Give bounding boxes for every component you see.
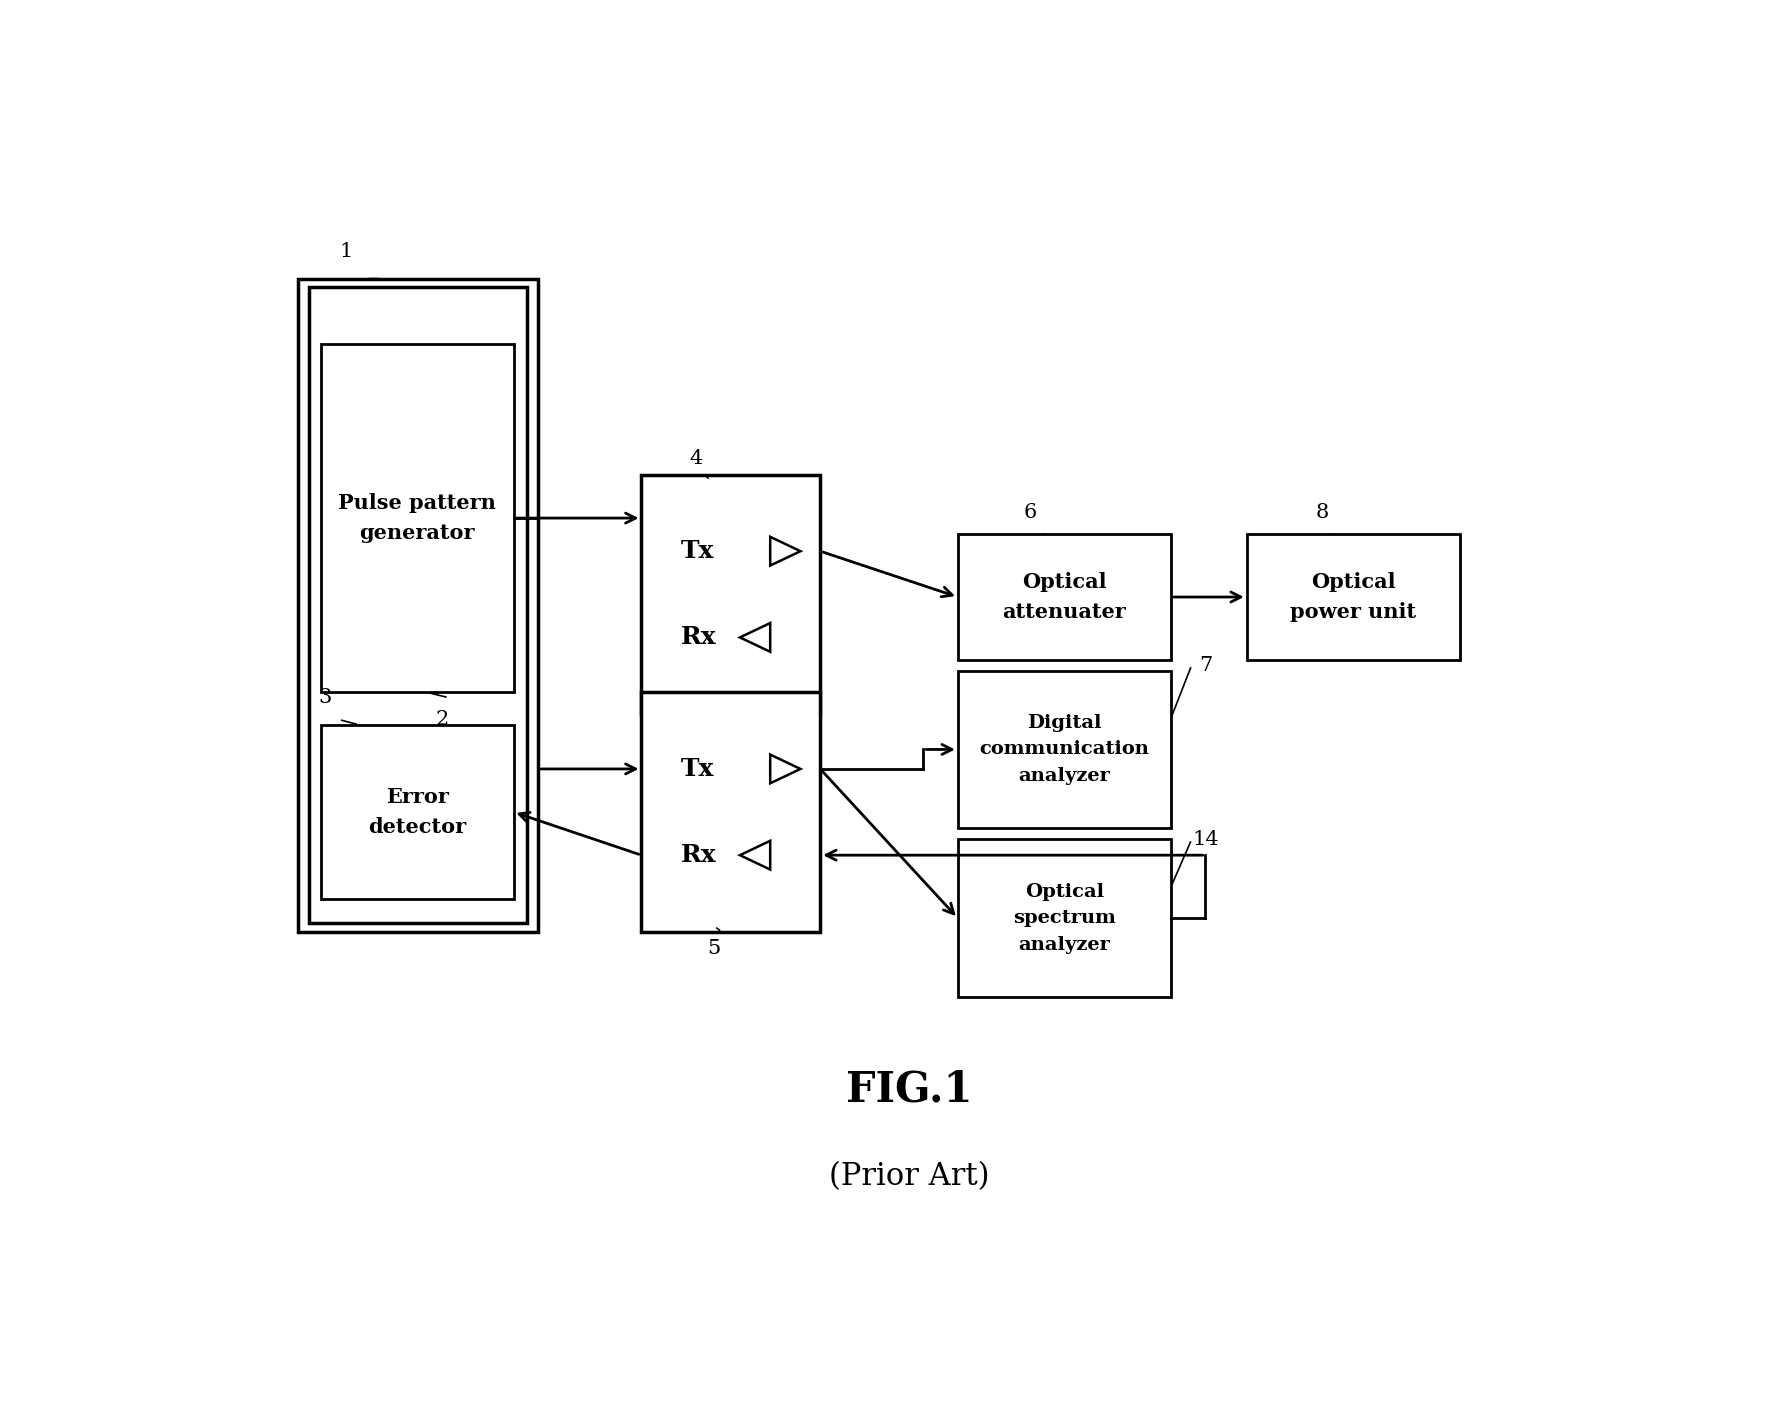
Polygon shape: [770, 755, 801, 783]
Text: 5: 5: [708, 939, 721, 957]
Text: Tx: Tx: [682, 539, 714, 563]
Text: Optical
power unit: Optical power unit: [1290, 573, 1416, 622]
Polygon shape: [740, 841, 770, 870]
Bar: [959, 670, 1172, 829]
Text: 14: 14: [1193, 830, 1219, 848]
Bar: [1246, 534, 1459, 659]
Bar: [959, 840, 1172, 997]
Text: FIG.1: FIG.1: [847, 1069, 973, 1111]
Bar: [309, 287, 527, 923]
Bar: [959, 534, 1172, 659]
Text: 1: 1: [339, 242, 353, 260]
Text: (Prior Art): (Prior Art): [829, 1161, 990, 1192]
Text: Rx: Rx: [682, 625, 717, 649]
Text: 2: 2: [435, 710, 449, 730]
Bar: [641, 693, 820, 932]
Text: Pulse pattern
generator: Pulse pattern generator: [339, 493, 497, 543]
Text: Tx: Tx: [682, 756, 714, 781]
Text: Optical
spectrum
analyzer: Optical spectrum analyzer: [1014, 882, 1116, 953]
Bar: [321, 725, 513, 899]
Text: 8: 8: [1315, 503, 1329, 522]
Text: 6: 6: [1024, 503, 1037, 522]
Text: Error
detector: Error detector: [367, 788, 467, 837]
Bar: [321, 344, 513, 693]
Text: Digital
communication
analyzer: Digital communication analyzer: [980, 714, 1150, 785]
Polygon shape: [740, 624, 770, 652]
Text: Optical
attenuater: Optical attenuater: [1003, 573, 1127, 622]
Text: 3: 3: [318, 689, 332, 707]
Bar: [641, 475, 820, 714]
Text: 4: 4: [690, 448, 703, 468]
Text: Rx: Rx: [682, 843, 717, 867]
Text: 7: 7: [1198, 656, 1212, 674]
Bar: [298, 279, 538, 932]
Polygon shape: [770, 537, 801, 566]
